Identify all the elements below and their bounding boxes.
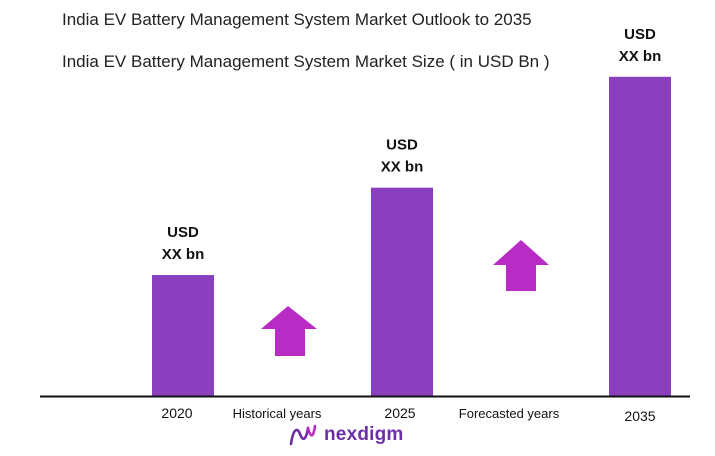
bar-value-label: XX bn (162, 246, 205, 263)
x-tick-label: 2020 (161, 405, 192, 421)
bar-value-label: USD (624, 26, 656, 43)
bar-value-label: USD (167, 224, 199, 241)
growth-arrow-icon (493, 240, 549, 291)
chart-title: India EV Battery Management System Marke… (62, 10, 532, 29)
nexdigm-logo-icon (289, 424, 317, 446)
period-label-historical: Historical years (233, 406, 322, 421)
growth-arrow-icon (261, 306, 317, 356)
bar-value-label: USD (386, 137, 418, 154)
logo-text: nexdigm (324, 424, 404, 445)
bar-value-label: XX bn (381, 159, 424, 176)
bar-2025 (371, 187, 433, 396)
nexdigm-logo: nexdigm (288, 421, 404, 449)
growth-arrows-group (261, 240, 549, 356)
chart-subtitle: India EV Battery Management System Marke… (62, 52, 550, 71)
x-tick-label: 2025 (384, 405, 415, 421)
bar-2020 (152, 275, 214, 396)
period-label-forecasted: Forecasted years (459, 406, 560, 421)
bars-group (152, 76, 671, 397)
bar-value-label: XX bn (619, 48, 662, 65)
bar-2035 (609, 76, 671, 397)
value-labels-group: USD XX bn USD XX bn USD XX bn (162, 26, 662, 263)
x-tick-label: 2035 (624, 408, 655, 424)
